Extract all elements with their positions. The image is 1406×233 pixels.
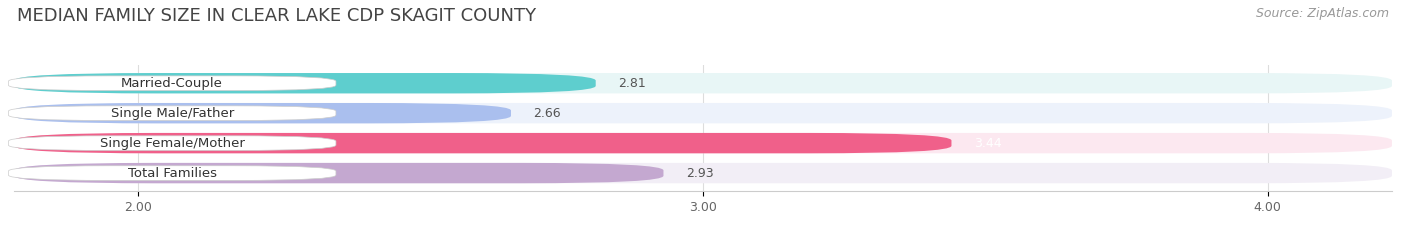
FancyBboxPatch shape	[14, 163, 664, 183]
FancyBboxPatch shape	[14, 133, 1392, 153]
Text: 2.66: 2.66	[534, 107, 561, 120]
FancyBboxPatch shape	[14, 103, 1392, 123]
FancyBboxPatch shape	[14, 103, 510, 123]
Text: MEDIAN FAMILY SIZE IN CLEAR LAKE CDP SKAGIT COUNTY: MEDIAN FAMILY SIZE IN CLEAR LAKE CDP SKA…	[17, 7, 536, 25]
FancyBboxPatch shape	[14, 73, 596, 93]
FancyBboxPatch shape	[14, 73, 1392, 93]
Text: Single Female/Mother: Single Female/Mother	[100, 137, 245, 150]
Text: 3.44: 3.44	[974, 137, 1001, 150]
FancyBboxPatch shape	[14, 163, 1392, 183]
Text: Single Male/Father: Single Male/Father	[111, 107, 233, 120]
FancyBboxPatch shape	[8, 166, 336, 180]
Text: Total Families: Total Families	[128, 167, 217, 180]
Text: 2.81: 2.81	[619, 77, 645, 90]
FancyBboxPatch shape	[8, 106, 336, 120]
FancyBboxPatch shape	[8, 76, 336, 91]
FancyBboxPatch shape	[14, 133, 952, 153]
Text: 2.93: 2.93	[686, 167, 714, 180]
Text: Source: ZipAtlas.com: Source: ZipAtlas.com	[1256, 7, 1389, 20]
Text: Married-Couple: Married-Couple	[121, 77, 224, 90]
FancyBboxPatch shape	[8, 136, 336, 151]
